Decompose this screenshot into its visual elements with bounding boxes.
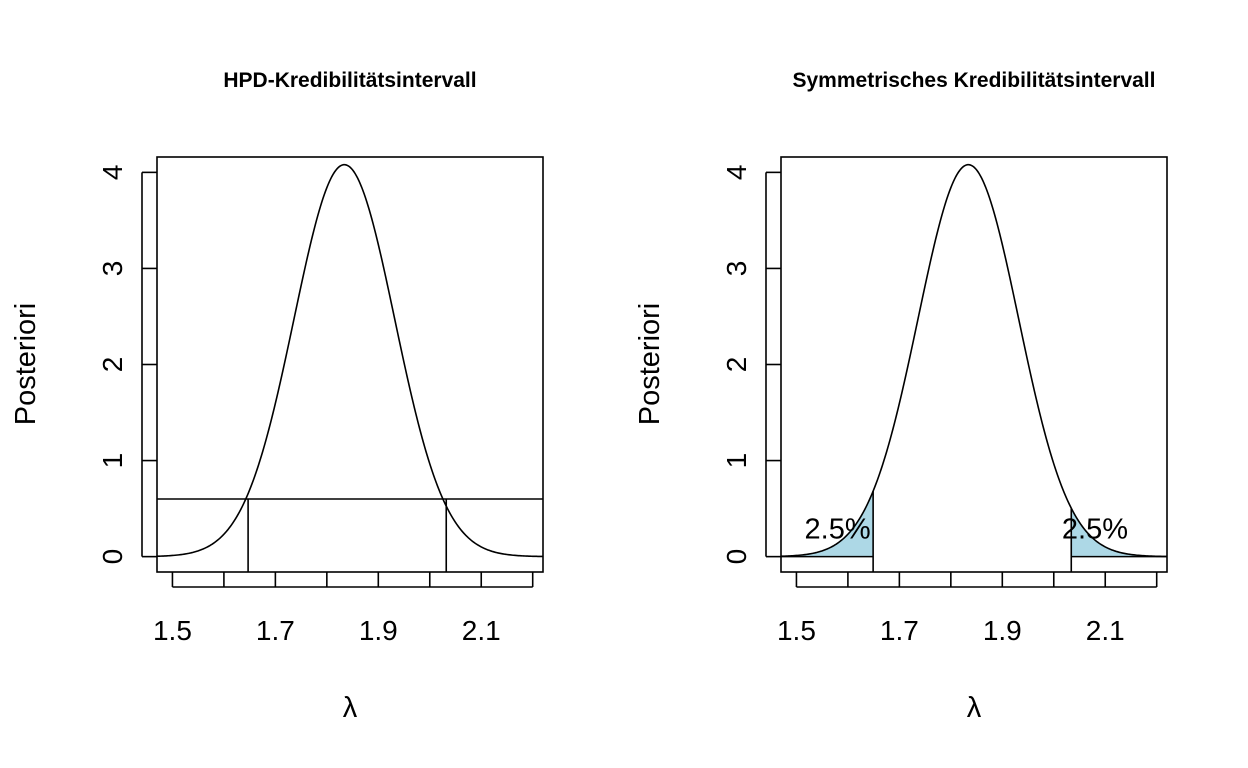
x-tick-label: 1.7: [880, 615, 919, 646]
x-tick-label: 1.7: [256, 615, 295, 646]
panel-symmetric: Symmetrisches Kredibilitätsintervall λ P…: [634, 69, 1168, 724]
lower-tail-area: [781, 491, 874, 557]
panel-hpd: HPD-Kredibilitätsintervall λ Posteriori …: [10, 69, 544, 724]
y-tick-label: 4: [97, 165, 128, 181]
x-tick-label: 1.5: [777, 615, 816, 646]
posterior-density-line: [780, 163, 1168, 558]
plot-frame: [156, 156, 544, 573]
y-tick-label: 4: [721, 165, 752, 181]
chart-title: Symmetrisches Kredibilitätsintervall: [793, 69, 1156, 92]
y-tick-label: 3: [721, 261, 752, 277]
x-tick-label: 1.9: [359, 615, 398, 646]
y-axis-label: Posteriori: [634, 303, 666, 426]
x-tick-label: 1.9: [983, 615, 1022, 646]
posterior-density-line: [156, 163, 544, 558]
y-axis-label: Posteriori: [10, 303, 42, 426]
x-axis-label: λ: [343, 692, 358, 724]
y-tick-label: 1: [97, 453, 128, 469]
upper-tail-area: [1071, 508, 1167, 557]
tail-percentage-label: 2.5%: [805, 513, 871, 545]
x-tick-label: 2.1: [462, 615, 501, 646]
y-tick-label: 2: [721, 357, 752, 373]
y-tick-label: 3: [97, 261, 128, 277]
y-tick-label: 0: [721, 549, 752, 565]
y-tick-label: 2: [97, 357, 128, 373]
x-tick-label: 2.1: [1086, 615, 1125, 646]
y-tick-label: 0: [97, 549, 128, 565]
tail-percentage-label: 2.5%: [1062, 513, 1128, 545]
x-axis-label: λ: [967, 692, 982, 724]
x-tick-label: 1.5: [153, 615, 192, 646]
plot-frame: [780, 156, 1168, 573]
chart-title: HPD-Kredibilitätsintervall: [223, 69, 476, 92]
y-tick-label: 1: [721, 453, 752, 469]
